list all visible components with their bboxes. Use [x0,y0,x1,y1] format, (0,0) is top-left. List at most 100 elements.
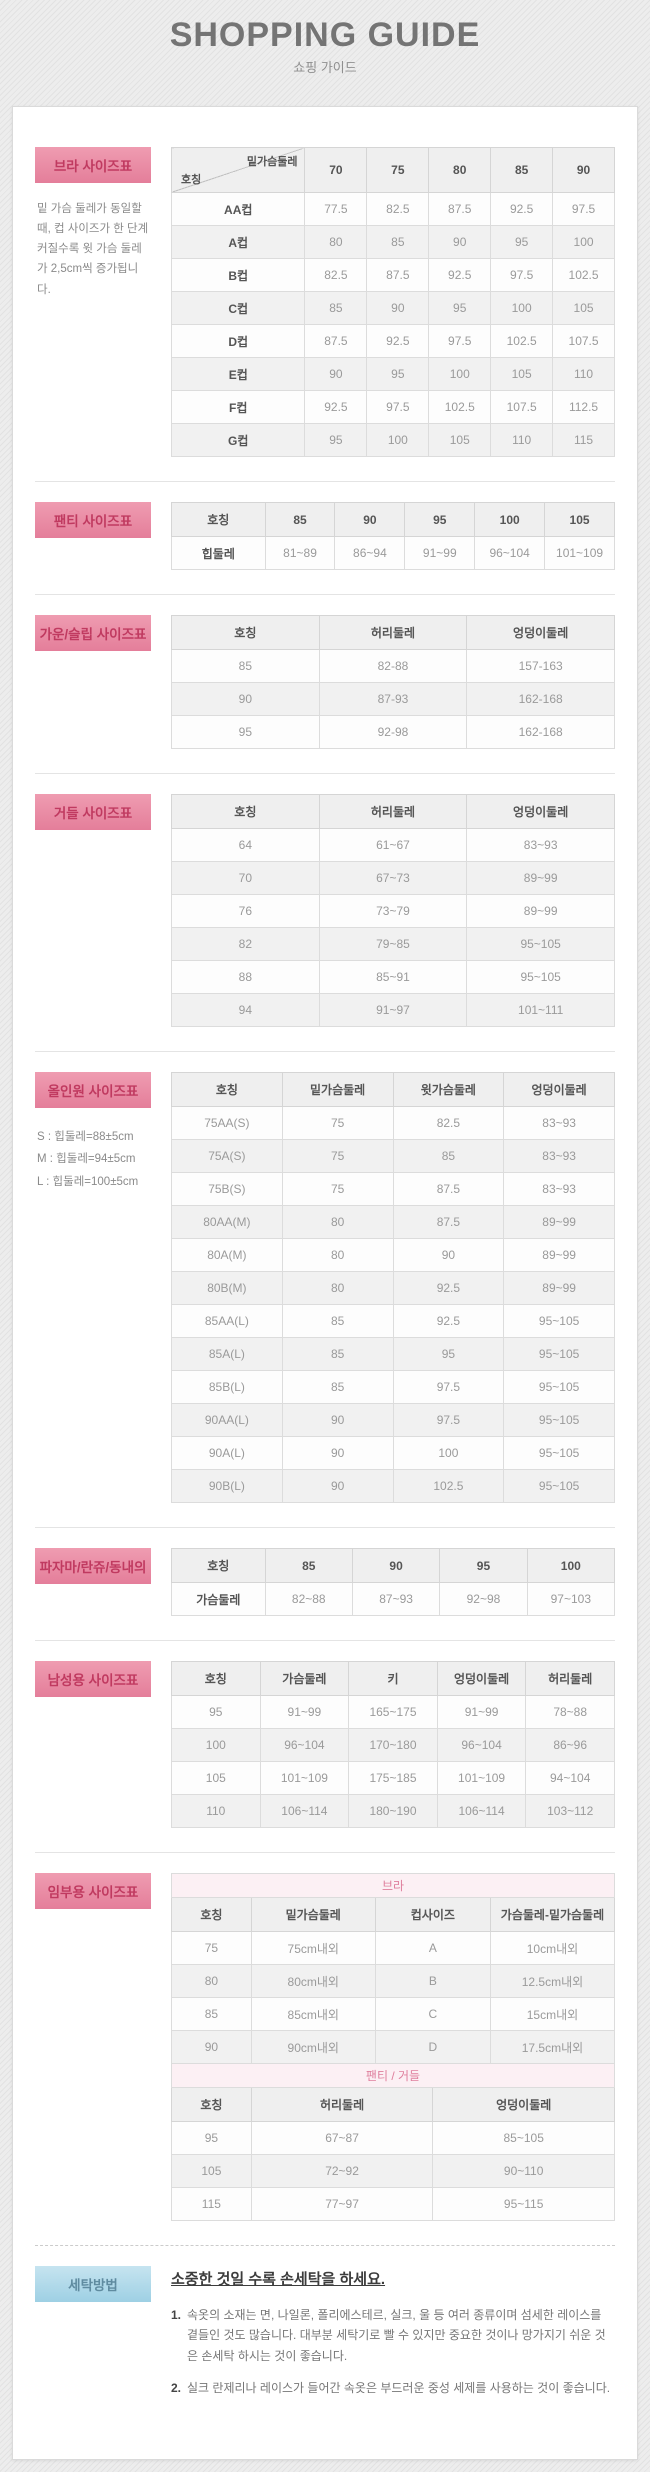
table-cell: 97.5 [428,324,492,358]
table-cell: 85 [281,1370,394,1404]
maternity-bra-size-table: 브라 호칭 밑가슴둘레 컵사이즈 가슴둘레-밑가슴둘레 75 75cm내외 A 10cm내외… [171,1873,616,2064]
table-cell: 83~93 [503,1139,615,1173]
table-cell: 82.5 [304,258,368,292]
table-header-row: 밑가슴둘레 호칭 70 75 80 85 90 [170,147,615,193]
table-row: 80B(M) 80 92.5 89~99 [171,1271,615,1305]
row-header-cell: 70 [171,861,320,895]
table-row: 82 79~85 95~105 [171,927,615,961]
table-cell: 87.5 [392,1172,505,1206]
section-maternity-left-column: 임부용 사이즈표 [35,1873,171,2221]
table-cell: 85 [304,291,368,325]
table-header-row: 호칭 85 90 95 100 [171,1548,616,1583]
table-body: 95 91~99 165~175 91~99 78~88 100 96~104 170~180… [171,1695,615,1828]
section-badge-mens: 남성용 사이즈표 [35,1661,151,1697]
table-head: 호칭 85 90 95 100 [171,1548,616,1583]
all-in-one-size-table: 호칭 밑가슴둘레 윗가슴둘레 엉덩이둘레 75AA(S) 75 82.5 83~93 75A(… [171,1072,615,1503]
section-badge-gown-slip: 가운/슬립 사이즈표 [35,615,151,651]
table-cell: 90 [281,1436,394,1470]
row-header-cell: F컵 [170,390,306,424]
diagonal-top-label: 밑가슴둘레 [246,156,298,168]
table-row: 75AA(S) 75 82.5 83~93 [171,1106,615,1140]
table-cell: 101~109 [436,1761,527,1795]
table-cell: A [374,1931,491,1965]
column-header: 95 [404,502,476,537]
table-cell: 90 [366,291,430,325]
table-cell: 90~110 [432,2154,615,2188]
table-cell: 100 [428,357,492,391]
table-cell: 95~105 [503,1304,615,1338]
column-header: 75 [366,147,430,193]
table-row: 90AA(L) 90 97.5 95~105 [171,1403,615,1437]
table-cell: 80 [304,225,368,259]
row-header-cell: 75AA(S) [171,1106,283,1140]
table-cell: 92~98 [439,1582,528,1616]
row-header-cell: AA컵 [170,192,306,226]
column-header: 가슴둘레-밑가슴둘레 [489,1897,616,1932]
section-badge-panty: 팬티 사이즈표 [35,502,151,538]
row-header-cell: C컵 [170,291,306,325]
table-cell: D [374,2030,491,2064]
column-header: 90 [552,147,615,193]
table-body: 64 61~67 83~93 70 67~73 89~99 76 73~79 89~99 82 79… [171,828,615,1027]
table-head: 호칭 85 90 95 100 105 [171,502,615,537]
table-cell: 175~185 [348,1761,438,1795]
table-row: 가슴둘레 82~88 87~93 92~98 97~103 [171,1582,616,1616]
table-header-row: 호칭 밑가슴둘레 컵사이즈 가슴둘레-밑가슴둘레 [171,1897,616,1932]
table-cell: 83~93 [503,1106,615,1140]
section-gown-slip-left-column: 가운/슬립 사이즈표 [35,615,171,749]
table-cell: 85 [366,225,430,259]
table-cell: 92.5 [392,1304,505,1338]
column-header: 105 [544,502,615,537]
table-cell: 80 [281,1238,394,1272]
table-cell: 89~99 [466,894,615,928]
page-title: SHOPPING GUIDE [169,16,481,54]
section-badge-girdle: 거들 사이즈표 [35,794,151,830]
table-cell: 78~88 [525,1695,615,1729]
table-cell: 87.5 [366,258,430,292]
table-cell: 85 [281,1304,394,1338]
section-washing-left-column: 세탁방법 [35,2266,171,2411]
table-cell: B [374,1964,491,1998]
column-header: 밑가슴둘레 [250,1897,376,1932]
row-header-cell: B컵 [170,258,306,292]
table-cell: 15cm내외 [489,1997,616,2031]
row-header-cell: 105 [171,2154,252,2188]
column-header: 호칭 [171,1661,261,1696]
washing-item-1: 1. 속옷의 소재는 면, 나일론, 폴리에스테르, 실크, 울 등 여러 종류… [171,2305,615,2366]
row-header-cell: 94 [171,993,320,1027]
table-cell: 91~99 [436,1695,527,1729]
table-row: B컵 82.5 87.5 92.5 97.5 102.5 [170,258,615,292]
table-cell: 86~94 [334,536,406,570]
table-row: 85AA(L) 85 92.5 95~105 [171,1304,615,1338]
table-body: 95 67~87 85~105 105 72~92 90~110 115 77~97 95~11… [171,2121,615,2221]
column-header: 엉덩이둘레 [432,2087,615,2122]
diagonal-bottom-label: 호칭 [181,174,202,186]
row-header-cell: 85A(L) [171,1337,283,1371]
bra-size-table: 밑가슴둘레 호칭 70 75 80 85 90 AA컵 77.5 82.5 87.5 92.5 9… [170,147,615,457]
table-cell: 83~93 [466,828,615,862]
table-row: 75B(S) 75 87.5 83~93 [171,1172,615,1206]
row-header-cell: 88 [171,960,320,994]
table-row: 70 67~73 89~99 [171,861,615,895]
table-cell: 107.5 [552,324,615,358]
table-cell: 95 [392,1337,505,1371]
section-maternity-table-area: 브라 호칭 밑가슴둘레 컵사이즈 가슴둘레-밑가슴둘레 75 75cm내외 A 10cm내외… [171,1873,616,2221]
table-row: 88 85~91 95~105 [171,960,615,994]
row-header-cell: 75A(S) [171,1139,283,1173]
table-cell: 97.5 [490,258,554,292]
section-pajama: 파자마/란쥬/동내의 호칭 85 90 95 100 가슴둘레 82~88 87~93 92~… [35,1528,616,1640]
washing-item-text: 속옷의 소재는 면, 나일론, 폴리에스테르, 실크, 울 등 여러 종류이며 … [187,2308,606,2363]
table-cell: 85 [392,1139,505,1173]
row-header-cell: 95 [171,1695,261,1729]
size-note-m: M : 힙둘레=94±5cm [37,1153,136,1166]
table-cell: 75 [281,1139,394,1173]
row-header-cell: 64 [171,828,320,862]
table-row: 85B(L) 85 97.5 95~105 [171,1370,615,1404]
table-cell: 90 [428,225,492,259]
column-header: 키 [348,1661,438,1696]
table-cell: 85~91 [318,960,468,994]
table-head: 브라 호칭 밑가슴둘레 컵사이즈 가슴둘레-밑가슴둘레 [171,1873,616,1932]
section-pajama-table-area: 호칭 85 90 95 100 가슴둘레 82~88 87~93 92~98 97~103 [171,1548,616,1616]
column-header: 호칭 [171,794,320,829]
column-header: 엉덩이둘레 [503,1072,615,1107]
